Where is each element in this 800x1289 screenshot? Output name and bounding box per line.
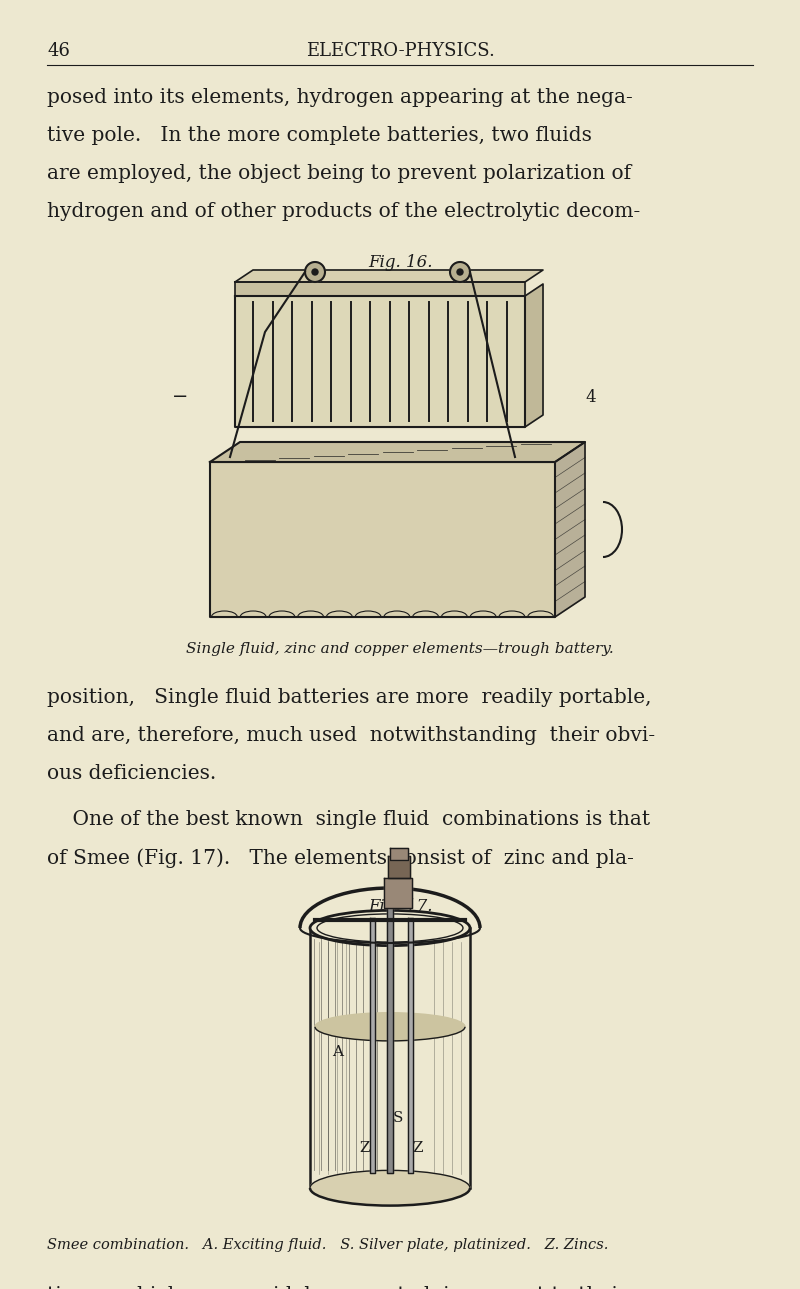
- Text: A: A: [332, 1045, 343, 1058]
- Text: ous deficiencies.: ous deficiencies.: [47, 764, 216, 782]
- Polygon shape: [525, 284, 543, 427]
- Polygon shape: [235, 282, 525, 296]
- Circle shape: [457, 269, 463, 275]
- Text: 4: 4: [585, 388, 596, 406]
- Polygon shape: [390, 848, 408, 860]
- Text: and are, therefore, much used  notwithstanding  their obvi-: and are, therefore, much used notwithsta…: [47, 726, 655, 745]
- Polygon shape: [408, 918, 413, 1173]
- Polygon shape: [388, 856, 410, 878]
- Circle shape: [305, 262, 325, 282]
- Ellipse shape: [310, 910, 470, 946]
- Text: Single fluid, zinc and copper elements—trough battery.: Single fluid, zinc and copper elements—t…: [186, 642, 614, 656]
- Text: Fig. 17.: Fig. 17.: [368, 898, 432, 915]
- Text: −: −: [172, 388, 188, 406]
- Polygon shape: [235, 269, 543, 282]
- Polygon shape: [387, 904, 393, 1173]
- Text: position,   Single fluid batteries are more  readily portable,: position, Single fluid batteries are mor…: [47, 688, 651, 706]
- Circle shape: [450, 262, 470, 282]
- Ellipse shape: [310, 1170, 470, 1205]
- Ellipse shape: [315, 1013, 465, 1042]
- Polygon shape: [210, 461, 555, 617]
- Ellipse shape: [317, 914, 463, 942]
- Text: are employed, the object being to prevent polarization of: are employed, the object being to preven…: [47, 164, 631, 183]
- Text: One of the best known  single fluid  combinations is that: One of the best known single fluid combi…: [47, 809, 650, 829]
- Text: of Smee (Fig. 17).   The elements consist of  zinc and pla-: of Smee (Fig. 17). The elements consist …: [47, 848, 634, 867]
- Text: ELECTRO-PHYSICS.: ELECTRO-PHYSICS.: [306, 43, 494, 61]
- Text: S: S: [393, 1111, 403, 1125]
- Circle shape: [312, 269, 318, 275]
- Text: Z: Z: [360, 1141, 370, 1155]
- Polygon shape: [210, 442, 585, 461]
- Text: Fig. 16.: Fig. 16.: [368, 254, 432, 271]
- Text: hydrogen and of other products of the electrolytic decom-: hydrogen and of other products of the el…: [47, 202, 640, 220]
- Text: posed into its elements, hydrogen appearing at the nega-: posed into its elements, hydrogen appear…: [47, 88, 633, 107]
- Polygon shape: [235, 296, 525, 427]
- Polygon shape: [370, 918, 375, 1173]
- Polygon shape: [555, 442, 585, 617]
- Polygon shape: [384, 878, 412, 907]
- Text: Smee combination.   A. Exciting fluid.   S. Silver plate, platinized.   Z. Zincs: Smee combination. A. Exciting fluid. S. …: [47, 1237, 608, 1252]
- Text: tinum, which are so widely separated, in respect to their: tinum, which are so widely separated, in…: [47, 1286, 628, 1289]
- Text: 46: 46: [47, 43, 70, 61]
- Text: tive pole.   In the more complete batteries, two fluids: tive pole. In the more complete batterie…: [47, 126, 592, 144]
- Text: Z: Z: [413, 1141, 423, 1155]
